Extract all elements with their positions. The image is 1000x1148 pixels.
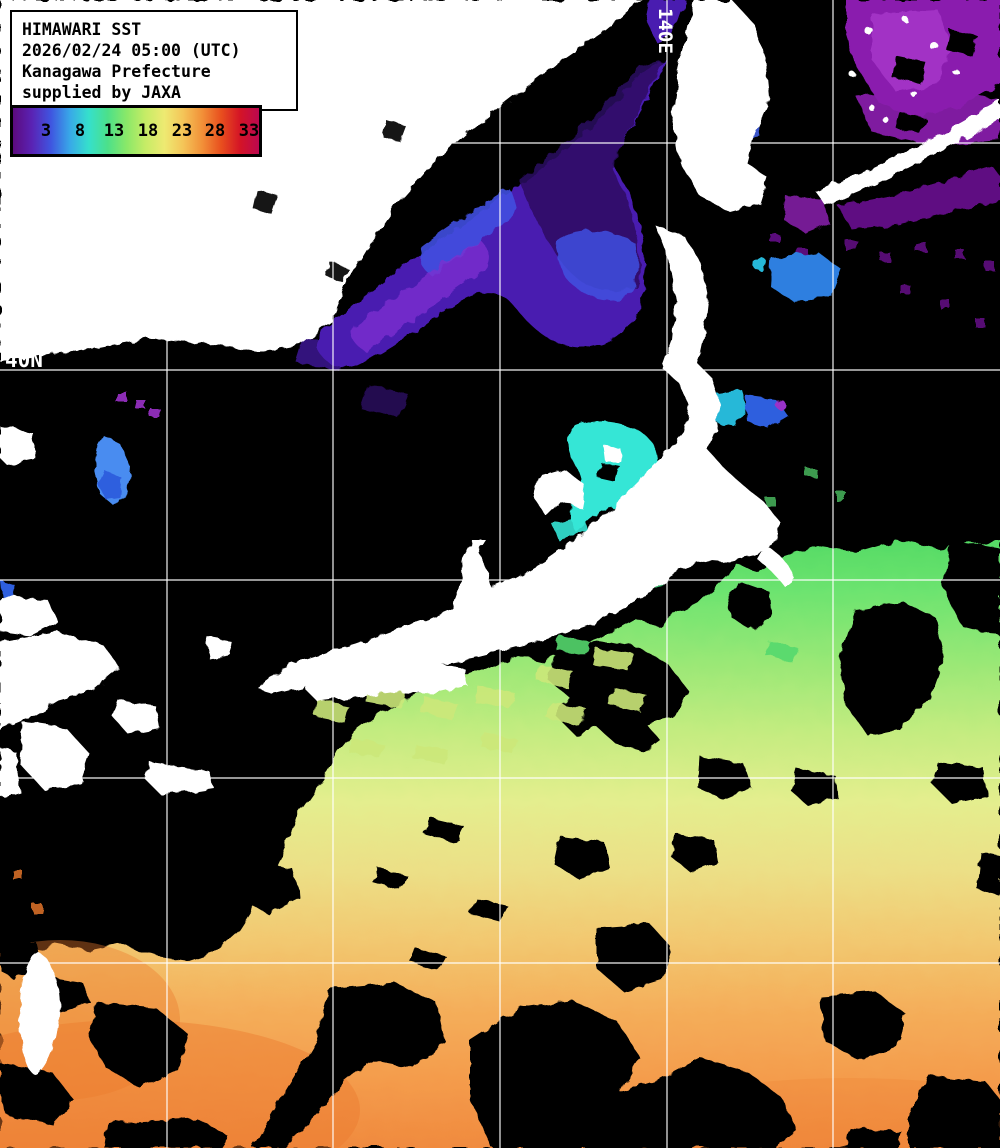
hokkaido xyxy=(672,0,770,212)
longitude-label: 140E xyxy=(654,8,676,54)
hokkaido-south-coast xyxy=(816,100,1000,206)
color-scale-bar: 3 8 13 18 23 28 33 xyxy=(10,105,262,157)
honshu xyxy=(258,226,780,694)
cloud-mask-layer xyxy=(0,540,1000,1148)
scale-tick: 33 xyxy=(238,121,260,141)
scale-tick: 8 xyxy=(74,121,86,141)
tsushima xyxy=(206,636,232,660)
info-panel: HIMAWARI SST 2026/02/24 05:00 (UTC) Kana… xyxy=(10,10,298,111)
map-labels: 40N 140E xyxy=(5,8,676,372)
credit-line: supplied by JAXA xyxy=(22,83,181,102)
sst-speckle-zone xyxy=(12,468,846,913)
sst-cold-patches xyxy=(0,0,1000,600)
south-island xyxy=(19,952,61,1075)
provider-line: Kanagawa Prefecture xyxy=(22,62,211,81)
scale-tick: 23 xyxy=(171,121,193,141)
product-title: HIMAWARI SST xyxy=(22,20,142,39)
boso-tail xyxy=(758,546,794,586)
land-layer xyxy=(0,0,1000,1075)
shikoku xyxy=(304,662,468,702)
scale-tick: 18 xyxy=(137,121,159,141)
latitude-label: 40N xyxy=(5,348,43,372)
sado-island xyxy=(534,470,586,516)
scale-tick: 13 xyxy=(103,121,125,141)
scale-tick: 3 xyxy=(40,121,52,141)
kyushu-clouds xyxy=(0,632,120,730)
scale-tick: 28 xyxy=(204,121,226,141)
timestamp: 2026/02/24 05:00 (UTC) xyxy=(22,41,241,60)
